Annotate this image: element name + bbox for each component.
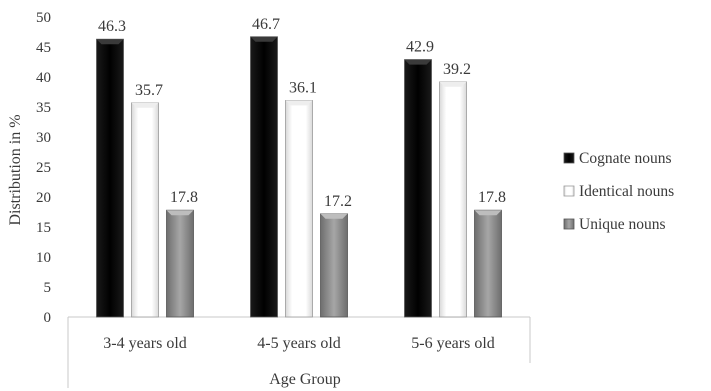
y-tick-label: 25 xyxy=(36,160,51,176)
y-tick-label: 45 xyxy=(36,40,51,56)
legend-swatch-1 xyxy=(563,152,575,164)
legend-swatch-3 xyxy=(563,218,575,230)
bar-bevel-3-1 xyxy=(404,59,432,65)
bars xyxy=(96,36,502,318)
bar-bevel-2-2 xyxy=(285,100,313,106)
bar-3-1 xyxy=(404,59,432,318)
legend-label-2: Identical nouns xyxy=(579,183,674,200)
bar-2-1 xyxy=(250,36,278,318)
data-labels: 46.3 35.7 17.8 46.7 36.1 17.2 42.9 39.2 17.8 xyxy=(98,16,506,210)
x-axis-title: Age Group xyxy=(269,371,341,388)
y-tick-label: 40 xyxy=(36,70,51,86)
y-tick-label: 35 xyxy=(36,100,51,116)
data-label-3-1: 42.9 xyxy=(406,39,434,56)
data-label-2-3: 17.2 xyxy=(324,193,352,210)
y-tick-label: 0 xyxy=(44,310,52,326)
data-label-3-3: 17.8 xyxy=(478,189,506,206)
bar-1-2 xyxy=(131,102,159,318)
legend: Cognate nouns Identical nouns Unique nouns xyxy=(563,150,674,233)
data-label-3-2: 39.2 xyxy=(443,61,471,78)
bar-3-3 xyxy=(474,209,502,318)
y-tick-label: 30 xyxy=(36,130,51,146)
y-axis-ticks: 0 5 10 15 20 25 30 35 40 45 50 xyxy=(36,10,51,326)
bar-bevel-1-2 xyxy=(131,102,159,108)
y-axis-title: Distribution in % xyxy=(7,114,24,225)
bar-bevel-3-2 xyxy=(439,81,467,87)
legend-label-1: Cognate nouns xyxy=(579,150,672,167)
bar-3-2 xyxy=(439,81,467,318)
category-label-2: 4-5 years old xyxy=(257,335,341,352)
bar-2-3 xyxy=(320,213,348,318)
y-tick-label: 5 xyxy=(44,280,52,296)
legend-label-3: Unique nouns xyxy=(579,216,666,233)
category-labels: 3-4 years old 4-5 years old 5-6 years old xyxy=(103,335,495,352)
data-label-1-1: 46.3 xyxy=(98,18,126,35)
data-label-2-1: 46.7 xyxy=(252,16,280,33)
bar-2-2 xyxy=(285,100,313,318)
y-tick-label: 15 xyxy=(36,220,51,236)
data-label-1-3: 17.8 xyxy=(170,189,198,206)
category-label-1: 3-4 years old xyxy=(103,335,187,352)
data-label-2-2: 36.1 xyxy=(289,79,317,96)
legend-swatch-2 xyxy=(563,185,575,197)
bar-bevel-3-3 xyxy=(474,210,502,216)
category-label-3: 5-6 years old xyxy=(411,335,495,352)
bar-bevel-2-3 xyxy=(320,213,348,219)
bar-bevel-1-1 xyxy=(96,39,124,45)
bar-1-3 xyxy=(166,209,194,318)
bar-bevel-2-1 xyxy=(250,36,278,42)
bar-1-1 xyxy=(96,38,124,318)
y-tick-label: 50 xyxy=(36,10,51,26)
data-label-1-2: 35.7 xyxy=(135,82,163,99)
y-tick-label: 20 xyxy=(36,190,51,206)
y-tick-label: 10 xyxy=(36,250,51,266)
bar-bevel-1-3 xyxy=(166,210,194,216)
